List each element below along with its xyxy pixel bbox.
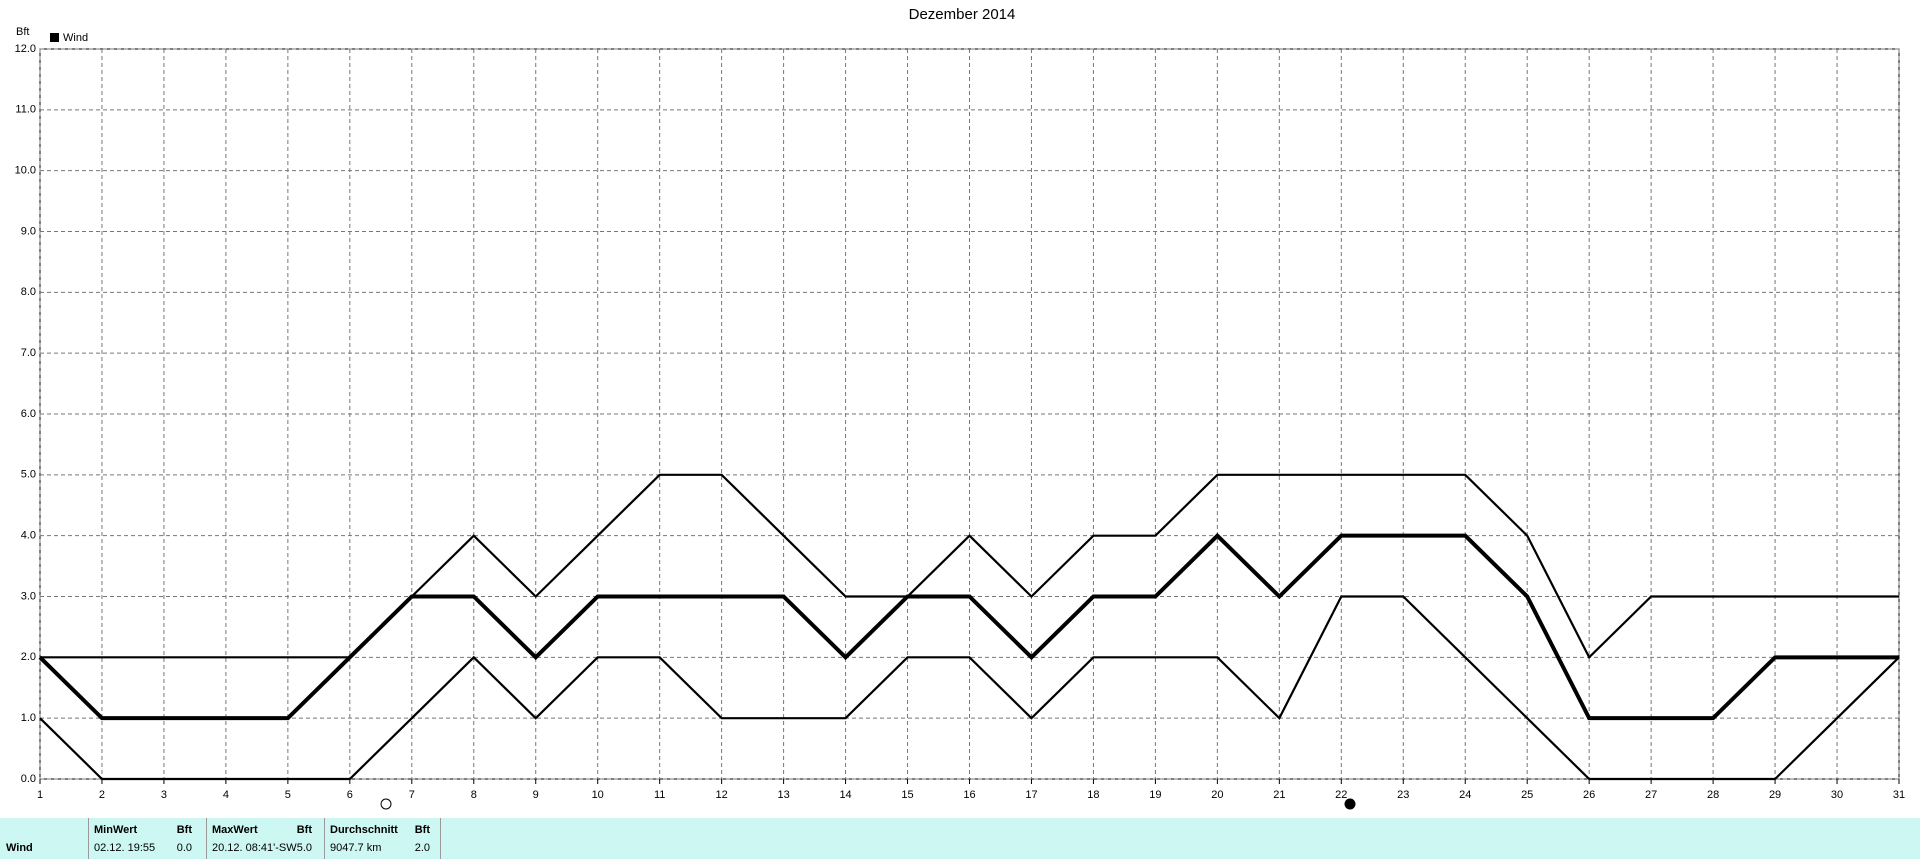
- footer-cell: 2.0: [414, 842, 430, 854]
- x-tick-label: 23: [1397, 789, 1409, 801]
- x-tick-label: 16: [963, 789, 975, 801]
- footer-divider: [88, 818, 89, 859]
- x-tick-label: 25: [1521, 789, 1533, 801]
- footer-cell: MinWert: [94, 824, 138, 836]
- legend-label: Wind: [63, 32, 88, 44]
- footer-cell: Wind: [6, 842, 33, 854]
- footer: Wind MinWert 02.12. 19:55 Bft 0.0 MaxWert 20.1…: [0, 818, 1920, 859]
- x-tick-label: 21: [1273, 789, 1285, 801]
- data-line: [38, 532, 1899, 721]
- x-tick-label: 3: [161, 789, 167, 801]
- chart-title: Dezember 2014: [909, 6, 1016, 23]
- y-unit: Bft: [16, 26, 29, 38]
- footer-cell: 9047.7 km: [330, 842, 382, 854]
- footer-cell: 5.0: [296, 842, 312, 854]
- y-tick-label: 7.0: [21, 347, 36, 359]
- x-tick-label: 9: [533, 789, 539, 801]
- footer-divider: [206, 818, 207, 859]
- x-tick-label: 18: [1087, 789, 1099, 801]
- x-tick-label: 13: [777, 789, 789, 801]
- x-tick-label: 24: [1459, 789, 1471, 801]
- x-tick-label: 26: [1583, 789, 1595, 801]
- y-tick-label: 10.0: [15, 165, 36, 177]
- y-tick-label: 5.0: [21, 469, 36, 481]
- x-tick-label: 28: [1707, 789, 1719, 801]
- x-tick-label: 8: [471, 789, 477, 801]
- y-tick-label: 2.0: [21, 651, 36, 663]
- x-tick-label: 20: [1211, 789, 1223, 801]
- footer-divider: [324, 818, 325, 859]
- x-tick-label: 19: [1149, 789, 1161, 801]
- data-line: [40, 473, 1899, 660]
- x-tick-label: 10: [592, 789, 604, 801]
- x-tick-label: 7: [409, 789, 415, 801]
- x-tick-label: 30: [1831, 789, 1843, 801]
- footer-cell: Durchschnitt: [330, 824, 398, 836]
- x-tick-label: 12: [716, 789, 728, 801]
- footer-cell: Bft: [414, 824, 430, 836]
- x-tick-label: 5: [285, 789, 291, 801]
- y-tick-label: 9.0: [21, 225, 36, 237]
- x-tick-label: 31: [1893, 789, 1905, 801]
- moon-icon: [380, 798, 392, 810]
- x-tick-label: 15: [901, 789, 913, 801]
- x-tick-label: 17: [1025, 789, 1037, 801]
- y-tick-label: 8.0: [21, 286, 36, 298]
- x-tick-label: 27: [1645, 789, 1657, 801]
- x-tick-label: 29: [1769, 789, 1781, 801]
- footer-table: Wind MinWert 02.12. 19:55 Bft 0.0 MaxWert 20.1…: [0, 818, 1920, 859]
- y-tick-label: 4.0: [21, 530, 36, 542]
- x-tick-label: 6: [347, 789, 353, 801]
- y-tick-label: 1.0: [21, 712, 36, 724]
- y-tick-label: 11.0: [15, 104, 36, 116]
- y-tick-label: 0.0: [21, 773, 36, 785]
- footer-cell: Bft: [296, 824, 312, 836]
- chart: Dezember 2014 Bft 0.0 1.0 2.0 3.0 4.0 5.0 6.0 7…: [15, 6, 1905, 810]
- footer-divider: [440, 818, 441, 859]
- footer-cell: 0.0: [176, 842, 192, 854]
- x-tick-label: 2: [99, 789, 105, 801]
- x-tick-label: 11: [654, 789, 665, 801]
- footer-cell: 02.12. 19:55: [94, 842, 156, 854]
- footer-cell: Bft: [176, 824, 192, 836]
- x-tick-label: 4: [223, 789, 229, 801]
- x-tick-label: 1: [37, 789, 43, 801]
- data-line: [39, 595, 1900, 781]
- y-tick-label: 3.0: [21, 590, 36, 602]
- footer-cell: 20.12. 08:41'-SW: [212, 842, 297, 854]
- y-tick-label: 6.0: [21, 408, 36, 420]
- y-tick-label: 12.0: [15, 43, 36, 55]
- moon-icon: [1344, 798, 1356, 810]
- footer-cell: MaxWert: [212, 824, 258, 836]
- x-tick-label: 14: [839, 789, 851, 801]
- x-tick-label: 22: [1335, 789, 1347, 801]
- legend-swatch: [50, 33, 59, 42]
